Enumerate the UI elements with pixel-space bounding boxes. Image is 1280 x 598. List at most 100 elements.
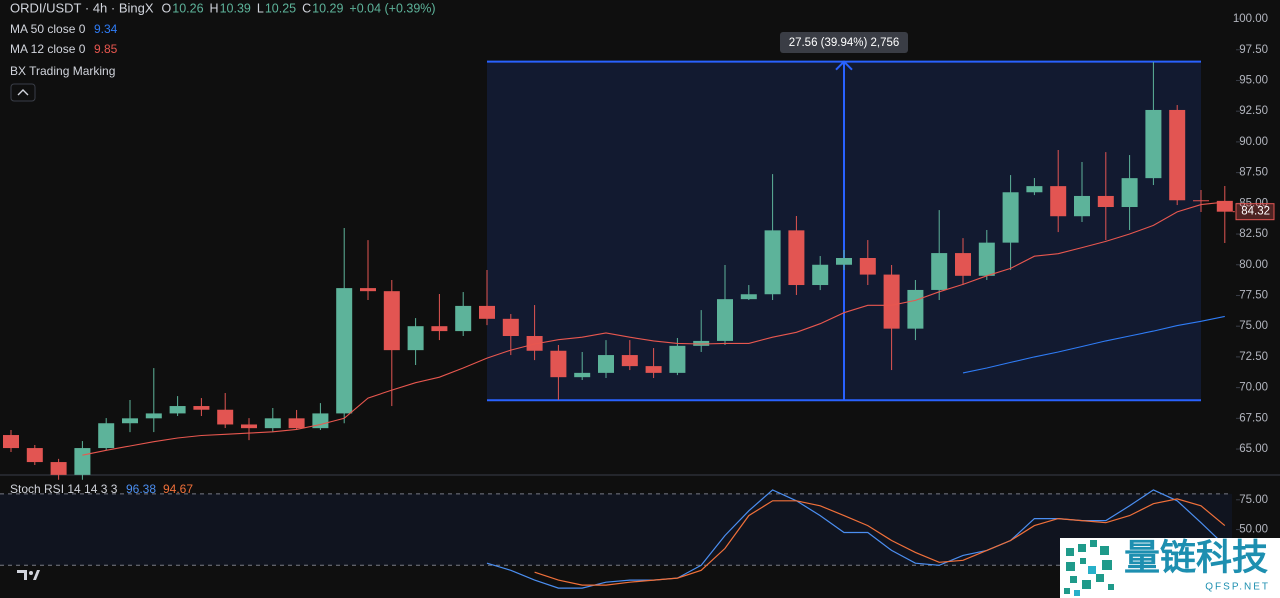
candle-body	[1050, 186, 1067, 217]
candle-body	[812, 264, 829, 286]
candle-body	[288, 418, 305, 429]
candle-body	[1193, 200, 1209, 202]
candle-body	[74, 448, 91, 475]
candle-body	[955, 253, 971, 276]
watermark: 量链科技 QFSP.NET	[1060, 537, 1280, 598]
measure-label-box	[780, 32, 908, 53]
candle-body	[1026, 186, 1043, 193]
legend-stoch-k: 96.38	[126, 482, 156, 496]
stoch-band	[0, 493, 1232, 566]
candle-body	[479, 305, 495, 319]
candle-body	[1121, 178, 1138, 208]
candle-body	[1216, 200, 1233, 212]
measure-label: 27.56 (39.94%) 2,756	[789, 37, 900, 49]
candle-body	[526, 336, 543, 351]
candle-body	[598, 355, 614, 373]
candle-body	[740, 294, 757, 300]
ma-line	[82, 201, 1225, 456]
ohlc-label: H	[210, 1, 219, 15]
candle-body	[669, 345, 686, 373]
legend-ma12: MA 12 close 0	[10, 42, 86, 56]
candle-body	[407, 326, 424, 351]
candle-body	[169, 406, 186, 414]
candle-body	[26, 448, 43, 463]
candle-body	[645, 366, 662, 373]
ohlc-label: O	[162, 1, 172, 15]
stoch-line	[534, 498, 1226, 586]
candle-body	[907, 289, 924, 329]
y-tick-label: 92.50	[1239, 105, 1268, 117]
ohlc-value: 10.39	[220, 1, 251, 15]
stoch-y-tick-label: 50.00	[1239, 524, 1268, 536]
candle-body	[217, 409, 234, 425]
candle-body	[431, 326, 448, 332]
candle-body	[621, 355, 638, 367]
candle-body	[1097, 195, 1114, 208]
candle-body	[788, 230, 805, 286]
y-tick-label: 100.00	[1233, 13, 1268, 25]
legend-stoch: Stoch RSI 14 14 3 3	[10, 482, 118, 496]
legend: ORDI/USDT · 4h · BingX +0.04 (+0.39%) MA…	[10, 0, 436, 496]
stoch-y-tick-label: 75.00	[1239, 494, 1268, 506]
candle-body	[241, 424, 257, 429]
candle-body	[264, 418, 281, 429]
candle-body	[764, 230, 781, 295]
candle-body	[550, 350, 567, 378]
candle-body	[312, 413, 329, 429]
y-tick-label: 82.50	[1239, 228, 1268, 240]
candle-body	[859, 258, 876, 275]
stoch-line	[486, 489, 1226, 589]
candle-body	[1145, 109, 1162, 179]
legend-ma12-value: 9.85	[94, 42, 118, 56]
candle-body	[836, 258, 852, 265]
candle-body	[574, 372, 591, 378]
candle-body	[383, 291, 400, 351]
y-tick-label: 67.50	[1239, 412, 1268, 424]
legend-stoch-d: 94.67	[163, 482, 193, 496]
candle-body	[336, 288, 353, 414]
collapse-button[interactable]	[10, 83, 36, 102]
candle-body	[717, 299, 733, 341]
candle-body	[145, 413, 162, 419]
plot-layer: 65.00 67.50 70.00 72.50 75.00 77.50 80.00 82.50…	[0, 13, 1275, 589]
candle-body	[193, 406, 210, 410]
candle-body	[98, 423, 115, 449]
y-tick-label: 77.50	[1239, 290, 1268, 302]
candle-body	[455, 305, 472, 332]
candle-body	[1074, 195, 1090, 217]
y-tick-label: 65.00	[1239, 443, 1268, 455]
candle-body	[693, 340, 710, 346]
ohlc-label: L	[257, 1, 264, 15]
measure-arrowhead	[835, 60, 853, 71]
y-tick-label: 72.50	[1239, 351, 1268, 363]
watermark-title: 量链科技	[1124, 537, 1268, 578]
legend-ma50-value: 9.34	[94, 22, 118, 36]
y-tick-label: 87.50	[1239, 167, 1268, 179]
candle-body	[883, 274, 900, 329]
y-tick-label: 90.00	[1239, 136, 1268, 148]
candle-body	[502, 318, 519, 337]
candle-body	[50, 462, 67, 475]
legend-indicator: BX Trading Marking	[10, 64, 115, 78]
symbol: ORDI/USDT · 4h · BingX	[10, 0, 154, 15]
y-tick-label: 80.00	[1239, 259, 1268, 271]
candle-body	[1002, 192, 1019, 243]
y-tick-label: 75.00	[1239, 320, 1268, 332]
last-price-label: 84.32	[1241, 206, 1270, 218]
candle-body	[978, 242, 995, 276]
ohlc-value: 10.26	[172, 1, 203, 15]
y-tick-label: 95.00	[1239, 75, 1268, 87]
ohlc-label: C	[302, 1, 311, 15]
change: +0.04 (+0.39%)	[349, 1, 435, 15]
candle-body	[122, 418, 138, 424]
y-tick-label: 97.50	[1239, 44, 1268, 56]
candle-body	[1169, 109, 1186, 201]
candle-body	[360, 288, 376, 292]
candle-body	[3, 435, 19, 449]
ohlc-value: 10.25	[265, 1, 296, 15]
watermark-subtitle: QFSP.NET	[1205, 582, 1270, 593]
ma-line	[962, 315, 1225, 374]
